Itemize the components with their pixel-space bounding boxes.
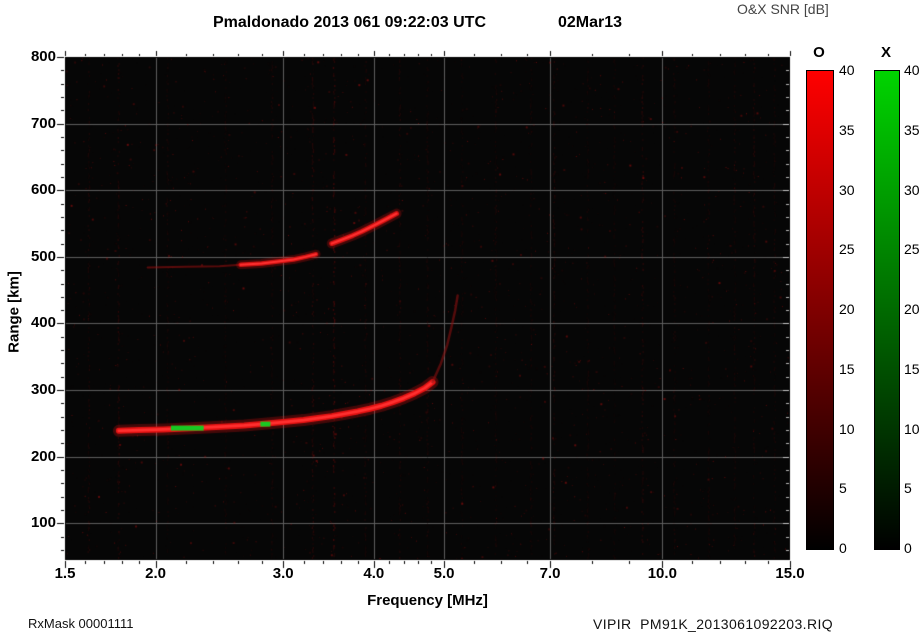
data-filename: VIPIR PM91K_2013061092203.RIQ [593, 616, 834, 632]
colorbar-x-header: X [880, 44, 891, 61]
y-tick-label: 300 [30, 381, 56, 399]
y-tick-label: 400 [30, 314, 56, 332]
colorbar-tick-label: 40 [839, 62, 855, 78]
x-axis-label: Frequency [MHz] [367, 592, 488, 609]
plot-title-date: 02Mar13 [558, 14, 623, 31]
colorbar-tick-label: 0 [839, 540, 847, 556]
colorbar-o-header: O [813, 44, 825, 61]
x-tick-label: 2.0 [145, 565, 166, 582]
y-tick-label: 500 [30, 247, 56, 265]
y-axis-label: Range [km] [5, 271, 23, 353]
colorbar-tick-label: 10 [839, 420, 855, 437]
x-tick-label: 7.0 [539, 565, 561, 582]
x-tick-label: 3.0 [272, 565, 294, 582]
y-tick-label: 100 [30, 514, 56, 532]
colorbar-o-gradient [806, 70, 834, 550]
colorbar-tick-label: 40 [904, 62, 920, 78]
plot-title: Pmaldonado 2013 061 09:22:03 UTC [213, 14, 487, 31]
y-tick-label: 200 [30, 447, 56, 465]
y-tick-label: 700 [30, 114, 56, 132]
colorbar-tick-label: 15 [904, 360, 920, 377]
x-tick-label: 4.0 [363, 565, 385, 582]
colorbar-tick-label: 30 [839, 181, 855, 198]
y-tick-label: 800 [30, 48, 56, 65]
colorbar-tick-label: 5 [904, 480, 912, 497]
colorbar-x-gradient [874, 70, 900, 550]
x-tick-label: 15.0 [775, 565, 805, 582]
y-tick-label: 600 [30, 181, 56, 199]
colorbar-tick-label: 35 [904, 121, 920, 138]
x-tick-label: 1.5 [54, 565, 76, 582]
colorbar-tick-label: 15 [839, 360, 855, 377]
x-tick-label: 10.0 [647, 565, 677, 582]
colorbar-tick-label: 10 [904, 420, 920, 437]
colorbar-title: O&X SNR [dB] [737, 1, 829, 17]
colorbar-tick-label: 35 [839, 121, 855, 138]
colorbar-tick-label: 5 [839, 480, 847, 497]
rxmask-status: RxMask 00001111 [28, 616, 134, 631]
colorbar-tick-label: 30 [904, 181, 920, 198]
colorbar-tick-label: 25 [904, 241, 920, 258]
colorbar-tick-label: 25 [839, 241, 855, 258]
colorbar-tick-label: 20 [904, 301, 920, 317]
colorbar-tick-label: 0 [904, 540, 912, 556]
colorbar-tick-label: 20 [839, 301, 855, 317]
x-tick-label: 5.0 [433, 565, 455, 582]
